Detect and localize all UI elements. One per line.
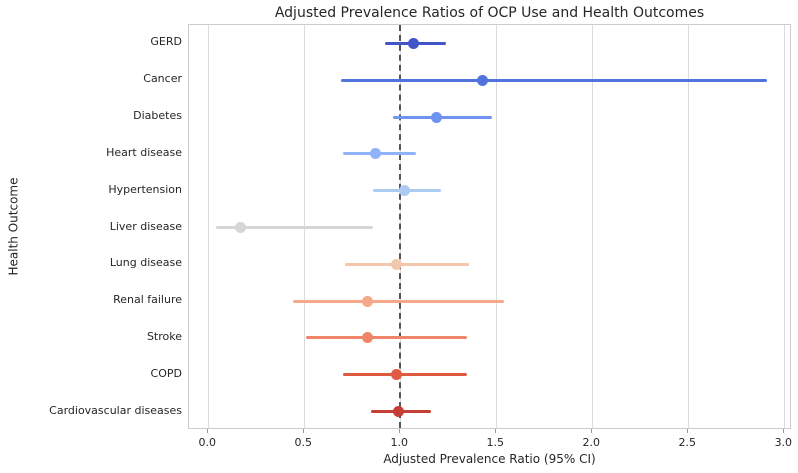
plot-area	[188, 24, 791, 429]
point-marker	[235, 222, 247, 233]
y-tick-label: Hypertension	[108, 182, 182, 196]
point-marker	[408, 37, 420, 49]
point-marker	[477, 74, 489, 86]
y-tick-label: Lung disease	[109, 256, 182, 270]
x-tick-mark	[206, 429, 208, 433]
point-marker	[362, 295, 374, 307]
x-tick-mark	[494, 429, 496, 433]
ci-bar	[306, 336, 468, 340]
y-tick-label: Renal failure	[113, 293, 182, 307]
y-tick-label: Stroke	[146, 329, 182, 343]
point-marker	[390, 369, 402, 381]
x-tick-label: 1.5	[486, 436, 505, 449]
y-tick-label: Liver disease	[109, 219, 182, 233]
chart-title: Adjusted Prevalence Ratios of OCP Use an…	[274, 5, 705, 21]
point-marker	[431, 111, 443, 123]
x-tick-mark	[686, 429, 688, 433]
x-tick-mark	[782, 429, 784, 433]
x-tick-mark	[398, 429, 400, 433]
y-tick-label: Cancer	[143, 72, 182, 86]
x-gridline	[207, 25, 209, 428]
x-tick-mark	[302, 429, 304, 433]
y-tick-label: GERD	[150, 35, 182, 49]
ci-bar	[392, 115, 493, 119]
y-tick-label: Cardiovascular diseases	[49, 403, 182, 417]
point-marker	[369, 148, 381, 160]
x-tick-label: 2.0	[582, 436, 601, 449]
x-tick-mark	[590, 429, 592, 433]
x-tick-label: 1.0	[390, 436, 408, 449]
point-marker	[362, 332, 374, 344]
y-tick-label: Heart disease	[106, 145, 182, 159]
x-gridline	[495, 25, 497, 428]
reference-line	[399, 25, 402, 428]
y-tick-label: COPD	[150, 366, 182, 380]
x-tick-label: 2.5	[678, 436, 697, 449]
point-marker	[390, 258, 402, 270]
x-axis-label: Adjusted Prevalence Ratio (95% CI)	[383, 452, 596, 466]
ci-bar	[292, 299, 504, 303]
x-gridline	[783, 25, 785, 428]
y-tick-label: Diabetes	[133, 109, 182, 123]
ci-bar	[342, 373, 468, 377]
x-tick-label: 0.0	[198, 436, 216, 449]
x-tick-label: 0.5	[294, 436, 312, 449]
x-gridline	[591, 25, 593, 428]
x-tick-label: 3.0	[774, 436, 793, 449]
ci-bar	[344, 262, 470, 266]
x-gridline	[687, 25, 689, 428]
point-marker	[392, 406, 404, 418]
ci-bar	[340, 78, 768, 82]
ci-bar	[215, 226, 374, 229]
point-marker	[398, 185, 410, 197]
